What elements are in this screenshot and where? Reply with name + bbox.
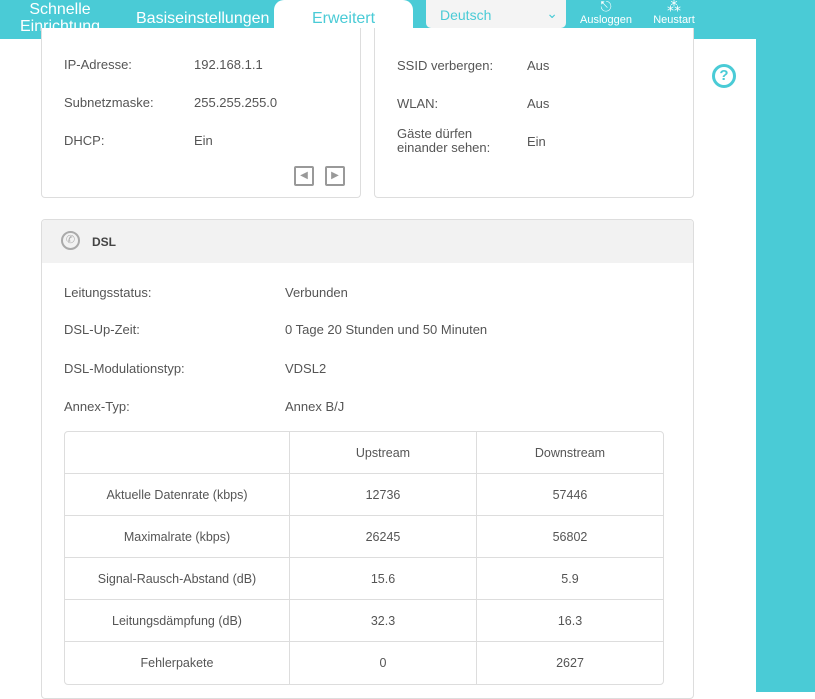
table-row: Fehlerpakete 0 2627 [65, 642, 663, 684]
table-row: Signal-Rausch-Abstand (dB) 15.6 5.9 [65, 558, 663, 600]
prev-button[interactable]: ◀ [294, 166, 314, 186]
logout-icon: ⎋ [600, 0, 612, 14]
language-select[interactable]: Deutsch ⌄ [426, 0, 566, 28]
phone-icon: ✆ [61, 231, 80, 250]
help-icon[interactable]: ? [712, 64, 736, 88]
network-card [41, 28, 361, 198]
dsl-stats-table: Upstream Downstream Aktuelle Datenrate (k… [64, 431, 664, 685]
reboot-button[interactable]: ⁂ Neustart [650, 0, 698, 26]
logout-button[interactable]: ⎋ Ausloggen [580, 0, 632, 26]
table-row: Maximalrate (kbps) 26245 56802 [65, 516, 663, 558]
wifi-card [374, 28, 694, 198]
table-header-row: Upstream Downstream [65, 432, 663, 474]
table-row: Aktuelle Datenrate (kbps) 12736 57446 [65, 474, 663, 516]
table-row: Leitungsdämpfung (dB) 32.3 16.3 [65, 600, 663, 642]
chevron-down-icon: ⌄ [546, 5, 558, 21]
dsl-card: ✆ DSL [41, 219, 694, 699]
next-button[interactable]: ▶ [325, 166, 345, 186]
tab-basic[interactable]: Basiseinstellungen [136, 10, 270, 27]
reboot-icon: ⁂ [667, 0, 681, 14]
right-strip [756, 0, 815, 692]
dsl-header: ✆ DSL [42, 220, 693, 263]
